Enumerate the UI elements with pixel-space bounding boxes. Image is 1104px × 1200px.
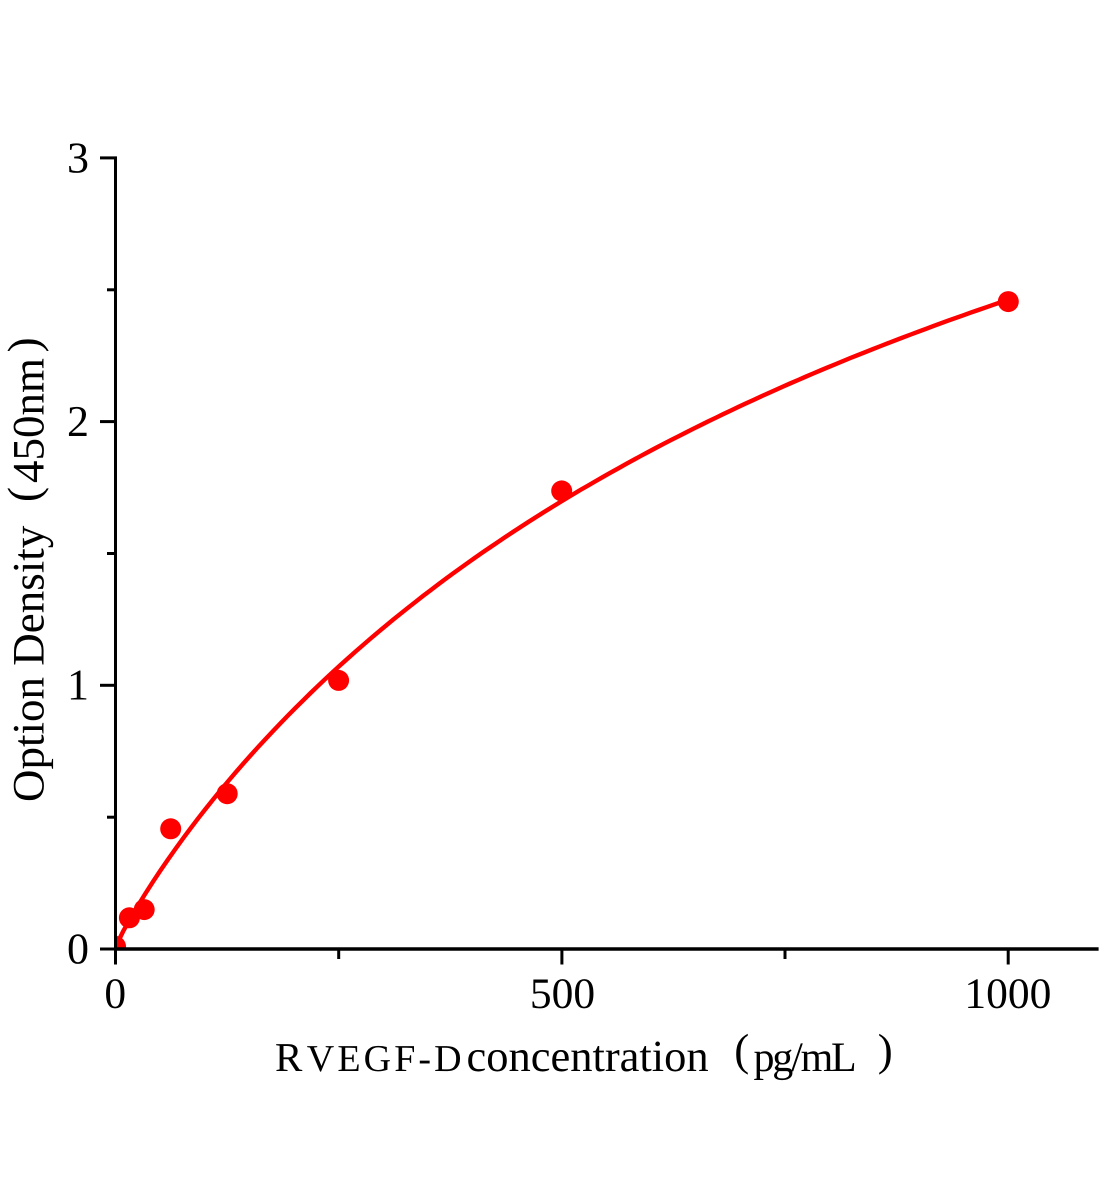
svg-text:1: 1 <box>67 661 89 710</box>
svg-text:500: 500 <box>530 970 595 1018</box>
svg-text:(: ( <box>0 487 49 502</box>
svg-text:R: R <box>275 1034 303 1080</box>
svg-text:0: 0 <box>104 970 126 1018</box>
svg-text:concentration: concentration <box>467 1031 709 1081</box>
svg-text:pg/mL: pg/mL <box>754 1035 856 1081</box>
svg-text:): ) <box>878 1025 893 1075</box>
svg-text:VEGF-D: VEGF-D <box>307 1038 465 1080</box>
svg-text:2: 2 <box>67 397 89 446</box>
svg-text:): ) <box>0 337 49 352</box>
svg-text:(: ( <box>734 1025 749 1075</box>
svg-text:Option Density: Option Density <box>4 525 54 802</box>
svg-text:450nm: 450nm <box>4 358 54 483</box>
svg-text:3: 3 <box>67 133 89 182</box>
svg-text:1000: 1000 <box>964 970 1051 1018</box>
svg-text:0: 0 <box>67 924 89 973</box>
